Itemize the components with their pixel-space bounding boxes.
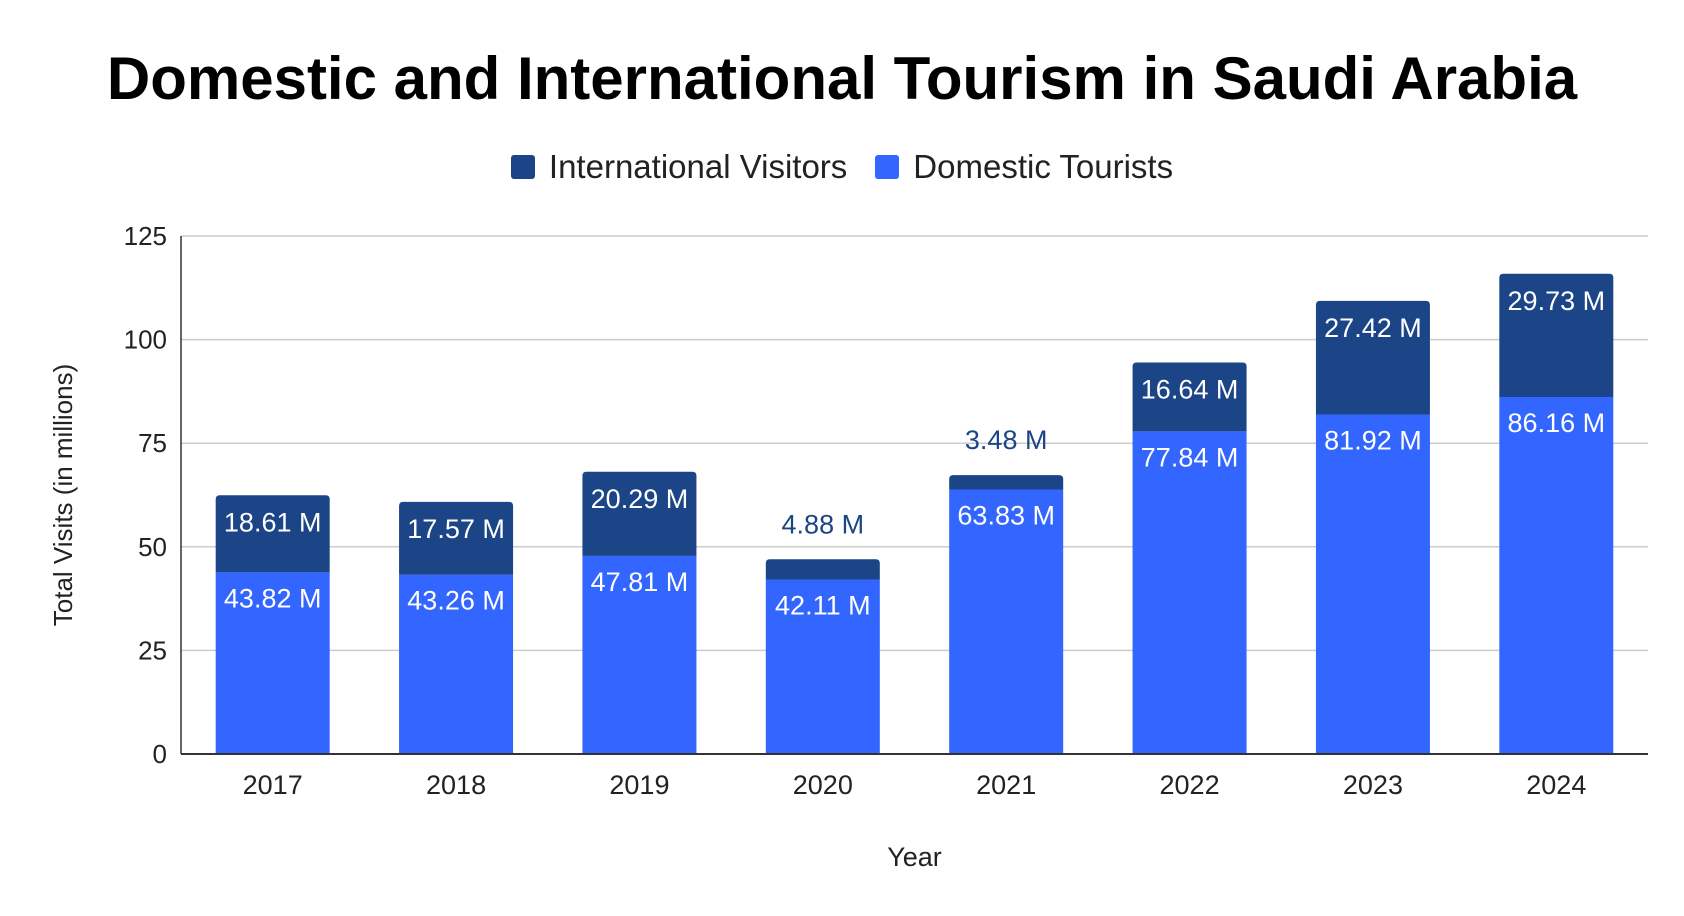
data-label-domestic: 47.81 M	[591, 567, 689, 597]
bar-international[interactable]	[399, 501, 514, 575]
legend-swatch-international	[510, 155, 535, 179]
bar-international[interactable]	[582, 471, 697, 556]
bar-domestic[interactable]	[582, 555, 697, 754]
legend-item-domestic[interactable]: Domestic Tourists	[875, 148, 1173, 186]
legend-swatch-domestic	[875, 155, 900, 179]
legend-label-domestic: Domestic Tourists	[913, 148, 1174, 185]
x-tick-label: 2020	[793, 770, 853, 800]
x-tick-label: 2018	[426, 770, 486, 800]
data-label-domestic: 81.92 M	[1324, 426, 1422, 456]
bar-domestic[interactable]	[215, 572, 330, 754]
data-label-domestic: 43.26 M	[407, 586, 505, 616]
x-tick-label: 2022	[1160, 770, 1220, 800]
data-label-domestic: 86.16 M	[1508, 408, 1606, 438]
data-label-domestic: 63.83 M	[957, 500, 1055, 530]
x-tick-label: 2019	[609, 770, 669, 800]
y-tick-label: 125	[124, 221, 167, 251]
bar-international[interactable]	[765, 559, 880, 580]
y-axis-label: Total Visits (in millions)	[48, 364, 78, 626]
data-label-international: 18.61 M	[224, 507, 322, 537]
data-label-international: 27.42 M	[1324, 313, 1422, 343]
y-tick-label: 0	[153, 739, 167, 769]
data-label-international: 20.29 M	[591, 484, 689, 514]
x-tick-label: 2023	[1343, 770, 1403, 800]
bars: 43.82 M 18.61 M 43.26 M 17.57 M 47.81 M 20.29…	[215, 273, 1614, 754]
legend-item-international[interactable]: International Visitors	[510, 148, 848, 186]
data-label-domestic: 43.82 M	[224, 583, 322, 613]
bar-international[interactable]	[215, 495, 330, 573]
bar-domestic[interactable]	[1132, 431, 1247, 754]
y-tick-labels: 0 25 50 75 100 125	[124, 221, 167, 769]
bar-domestic[interactable]	[399, 574, 514, 754]
bar-international[interactable]	[1499, 273, 1614, 397]
chart-title: Domestic and International Tourism in Sa…	[106, 45, 1578, 112]
bar-domestic[interactable]	[1315, 414, 1430, 754]
data-label-international: 17.57 M	[407, 514, 505, 544]
legend: International Visitors Domestic Tourists	[0, 148, 1684, 186]
data-label-international: 29.73 M	[1508, 286, 1606, 316]
x-tick-label: 2021	[976, 770, 1036, 800]
legend-label-international: International Visitors	[548, 148, 848, 185]
x-axis-label: Year	[887, 842, 942, 872]
bar-international[interactable]	[949, 475, 1064, 490]
x-tick-labels: 2017 2018 2019 2020 2021 2022 2023 2024	[243, 770, 1587, 800]
x-tick-label: 2017	[243, 770, 303, 800]
y-tick-label: 50	[138, 532, 167, 562]
data-label-domestic: 42.11 M	[775, 590, 871, 620]
y-tick-label: 100	[124, 325, 167, 355]
y-tick-label: 25	[138, 635, 167, 665]
bar-international[interactable]	[1315, 300, 1430, 415]
data-label-domestic: 77.84 M	[1141, 442, 1239, 472]
bar-domestic[interactable]	[1499, 396, 1614, 754]
bar-domestic[interactable]	[949, 489, 1064, 754]
x-tick-label: 2024	[1526, 770, 1586, 800]
data-label-international: 4.88 M	[782, 509, 865, 539]
data-label-international: 3.48 M	[965, 425, 1048, 455]
bar-international[interactable]	[1132, 362, 1247, 432]
data-label-international: 16.64 M	[1141, 374, 1239, 404]
y-tick-label: 75	[138, 428, 167, 458]
bar-domestic[interactable]	[765, 579, 880, 754]
